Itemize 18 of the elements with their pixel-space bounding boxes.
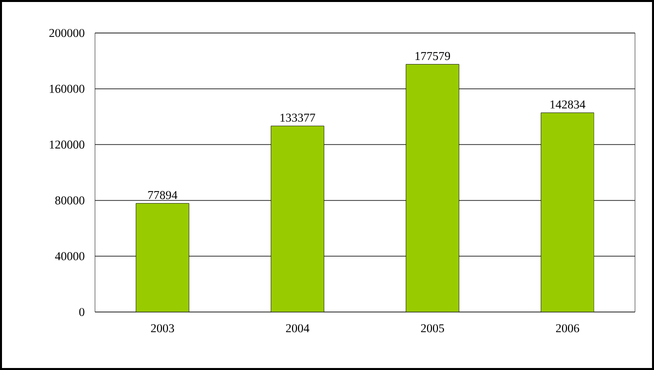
y-tick-label: 200000 [49, 28, 84, 38]
bar [136, 203, 190, 312]
bar [270, 126, 324, 312]
data-label: 133377 [280, 114, 316, 122]
x-tick-label: 2004 [286, 324, 310, 332]
data-label: 77894 [148, 191, 178, 200]
bar [540, 112, 594, 312]
y-tick-label: 40000 [55, 252, 84, 260]
data-label: 142834 [550, 100, 586, 109]
y-tick-label: 160000 [50, 84, 84, 93]
y-tick-label: 0 [79, 308, 84, 316]
x-tick-label: 2006 [556, 324, 580, 332]
y-tick-label: 120000 [50, 140, 84, 149]
x-tick-label: 2005 [421, 324, 444, 332]
bar [406, 64, 460, 312]
x-tick-label: 2003 [151, 324, 174, 332]
data-label: 177579 [416, 52, 450, 60]
y-tick-label: 80000 [55, 196, 84, 204]
